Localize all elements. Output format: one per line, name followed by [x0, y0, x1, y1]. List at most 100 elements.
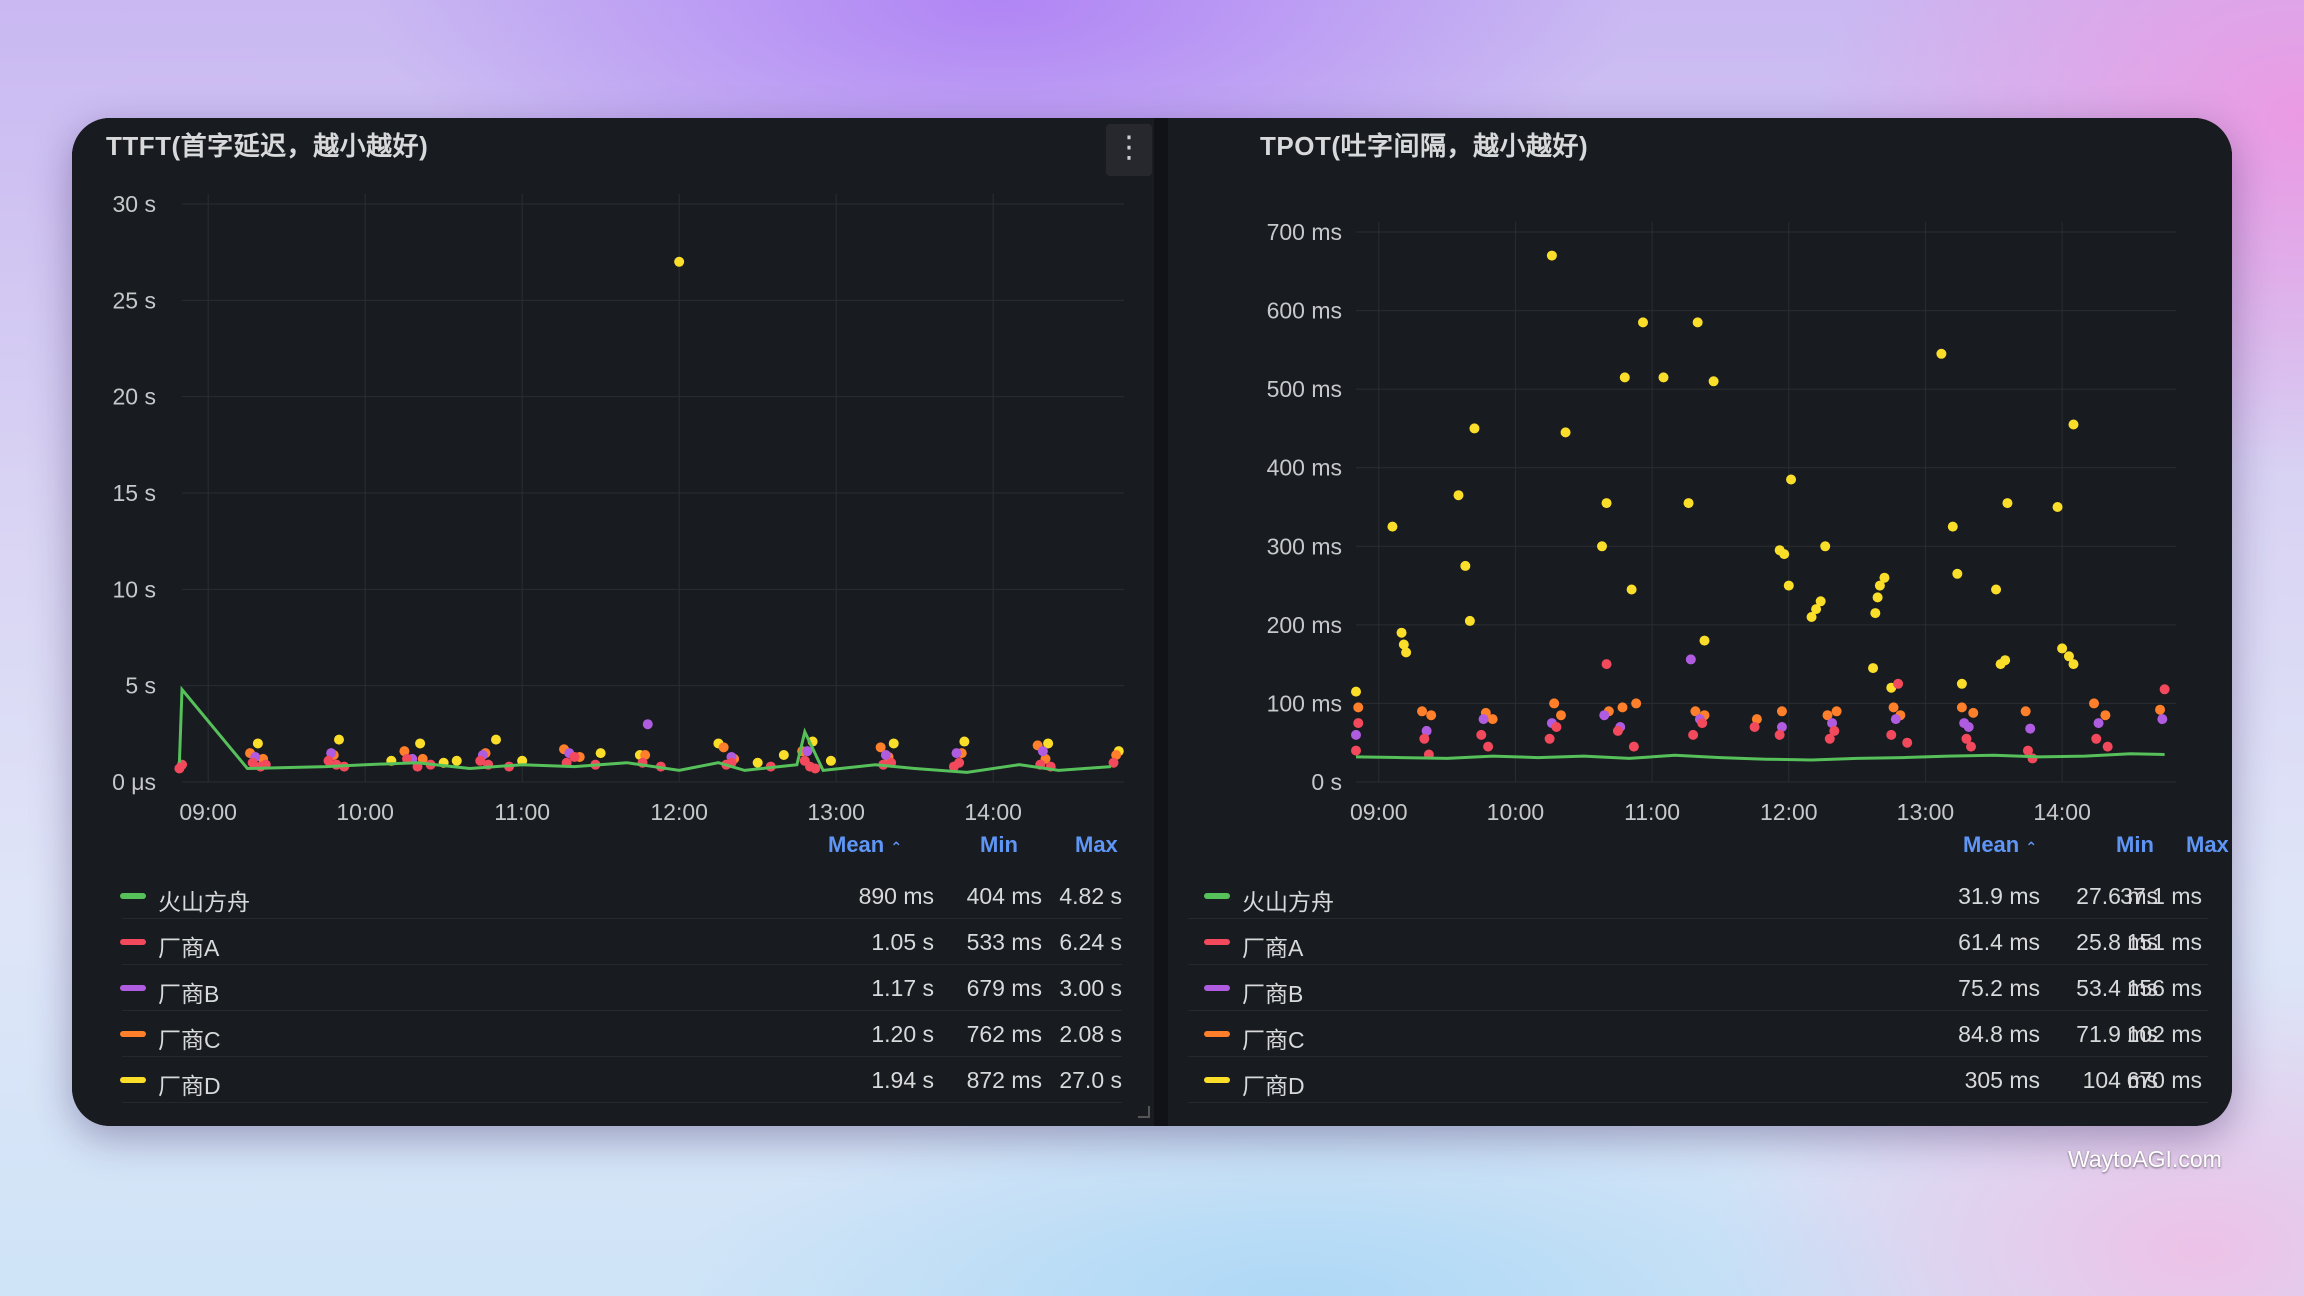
- y-tick-label: 400 ms: [1267, 455, 1342, 481]
- data-point-厂商C: [640, 750, 651, 761]
- data-point-厂商B: [1776, 722, 1787, 732]
- data-point-厂商D: [2000, 655, 2011, 666]
- data-point-厂商B: [951, 748, 962, 759]
- data-point-厂商D: [1952, 568, 1963, 579]
- tpot-chart: 0 s 100 ms 200 ms 300 ms 400 ms 500 ms 600 ms 7…: [1267, 219, 2176, 825]
- data-point-厂商B: [1685, 654, 1696, 665]
- data-point-厂商D: [1351, 686, 1361, 697]
- y-tick-label: 20 s: [113, 384, 156, 410]
- legend-row[interactable]: 厂商D 305 ms 104 ms 670 ms: [1188, 1058, 2208, 1103]
- data-point-厂商D: [1601, 498, 1612, 509]
- legend-max-value: 27.0 s: [1059, 1067, 1122, 1093]
- data-point-厂商D: [595, 748, 606, 759]
- legend-max-value: 2.08 s: [1059, 1021, 1122, 1047]
- data-point-厂商D: [1806, 612, 1817, 622]
- legend-row[interactable]: 厂商A 61.4 ms 25.8 ms 151 ms: [1188, 920, 2208, 965]
- y-tick-label: 200 ms: [1267, 612, 1342, 638]
- legend-min-value: 872 ms: [966, 1067, 1042, 1093]
- legend-min-value: 533 ms: [966, 929, 1042, 955]
- data-point-厂商C: [1617, 702, 1628, 713]
- data-point-厂商C: [718, 742, 729, 753]
- data-point-厂商B: [880, 750, 891, 761]
- data-point-厂商A: [1697, 718, 1708, 729]
- legend-row[interactable]: 厂商C 84.8 ms 71.9 ms 102 ms: [1188, 1012, 2208, 1057]
- y-tick-label: 25 s: [113, 287, 156, 313]
- legend-min-value: 762 ms: [966, 1021, 1042, 1047]
- legend-swatch: [1204, 939, 1230, 945]
- legend-max-value: 151 ms: [2126, 929, 2202, 955]
- data-point-厂商A: [247, 757, 258, 768]
- data-point-厂商A: [1628, 741, 1639, 752]
- data-point-厂商D: [1387, 521, 1398, 532]
- legend-row[interactable]: 厂商C 1.20 s 762 ms 2.08 s: [120, 1012, 1122, 1057]
- legend-swatch: [120, 939, 146, 945]
- ttft-legend-header: Mean ⌃ Min Max: [72, 832, 1154, 862]
- max-header[interactable]: Max: [2186, 832, 2229, 857]
- legend-max-value: 6.24 s: [1059, 929, 1122, 955]
- legend-min-value: 404 ms: [966, 883, 1042, 909]
- data-point-厂商C: [2155, 704, 2166, 715]
- x-tick-label: 13:00: [1897, 799, 1955, 825]
- data-point-厂商B: [1478, 714, 1489, 725]
- legend-series-name: 厂商C: [1242, 1027, 1305, 1053]
- data-point-厂商D: [2052, 502, 2063, 512]
- x-tick-label: 09:00: [1350, 799, 1408, 825]
- data-point-厂商C: [417, 753, 428, 764]
- legend-swatch: [120, 1031, 146, 1037]
- legend-mean-value: 1.17 s: [871, 975, 934, 1001]
- resize-handle-icon[interactable]: [1138, 1106, 1150, 1118]
- x-tick-label: 09:00: [179, 799, 237, 825]
- data-point-厂商B: [1037, 746, 1048, 757]
- max-header[interactable]: Max: [1075, 832, 1118, 857]
- data-point-厂商D: [1872, 592, 1883, 603]
- data-point-厂商D: [491, 734, 501, 745]
- data-point-厂商D: [1936, 348, 1947, 359]
- y-tick-label: 5 s: [125, 673, 156, 699]
- legend-row[interactable]: 火山方舟 31.9 ms 27.6 ms 37.1 ms: [1188, 874, 2208, 919]
- data-point-厂商C: [1631, 698, 1642, 709]
- mean-sort-header[interactable]: Mean ⌃: [828, 832, 903, 857]
- mean-sort-header[interactable]: Mean ⌃: [1963, 832, 2038, 857]
- legend-max-value: 37.1 ms: [2120, 883, 2202, 909]
- data-point-厂商D: [1464, 615, 1475, 626]
- legend-row[interactable]: 厂商B 75.2 ms 53.4 ms 156 ms: [1188, 966, 2208, 1011]
- watermark: WaytoAGI.com: [2068, 1146, 2222, 1172]
- ttft-chart: 0 μs 5 s 10 s 15 s 20 s 25 s 30 s 09:00 10:00 11:…: [112, 191, 1124, 825]
- legend-mean-value: 1.05 s: [871, 929, 934, 955]
- data-point-厂商A: [1108, 757, 1119, 768]
- panel-menu-icon[interactable]: ⋮: [1106, 124, 1152, 176]
- legend-row[interactable]: 火山方舟 890 ms 404 ms 4.82 s: [120, 874, 1122, 919]
- legend-row[interactable]: 厂商D 1.94 s 872 ms 27.0 s: [120, 1058, 1122, 1103]
- legend-min-value: 25.8 ms: [2076, 929, 2158, 955]
- data-point-厂商D: [2063, 651, 2074, 662]
- data-point-厂商A: [2102, 741, 2113, 752]
- data-point-厂商D: [1879, 572, 1890, 583]
- legend-swatch: [1204, 893, 1230, 899]
- data-point-厂商D: [415, 738, 426, 749]
- data-point-厂商B: [2025, 723, 2036, 734]
- data-point-厂商A: [2091, 733, 2102, 744]
- legend-row[interactable]: 厂商B 1.17 s 679 ms 3.00 s: [120, 966, 1122, 1011]
- legend-series-name: 厂商B: [1242, 981, 1304, 1007]
- x-tick-label: 13:00: [807, 799, 865, 825]
- legend-min-value: 53.4 ms: [2076, 975, 2158, 1001]
- data-point-厂商A: [2022, 745, 2033, 756]
- data-point-厂商D: [1638, 317, 1648, 328]
- legend-row[interactable]: 厂商A 1.05 s 533 ms 6.24 s: [120, 920, 1122, 965]
- data-point-厂商D: [1658, 372, 1669, 383]
- data-point-厂商A: [1829, 725, 1840, 736]
- data-point-厂商D: [1956, 678, 1967, 689]
- min-header[interactable]: Min: [980, 832, 1018, 857]
- data-point-厂商D: [1597, 541, 1607, 552]
- legend-min-value: 104 ms: [2082, 1067, 2158, 1093]
- data-point-厂商D: [1043, 738, 1054, 749]
- legend-max-value: 156 ms: [2126, 975, 2202, 1001]
- data-point-厂商D: [674, 256, 685, 267]
- legend-min-value: 71.9 ms: [2076, 1021, 2158, 1047]
- data-point-厂商A: [1601, 659, 1612, 670]
- min-header[interactable]: Min: [2116, 832, 2154, 857]
- data-point-厂商D: [778, 750, 789, 761]
- tpot-panel: TPOT(吐字间隔，越小越好) 0 s 100 ms 200 ms 300 ms 400…: [1168, 118, 2232, 1126]
- legend-mean-value: 305 ms: [1964, 1067, 2040, 1093]
- legend-series-name: 厂商A: [158, 935, 220, 961]
